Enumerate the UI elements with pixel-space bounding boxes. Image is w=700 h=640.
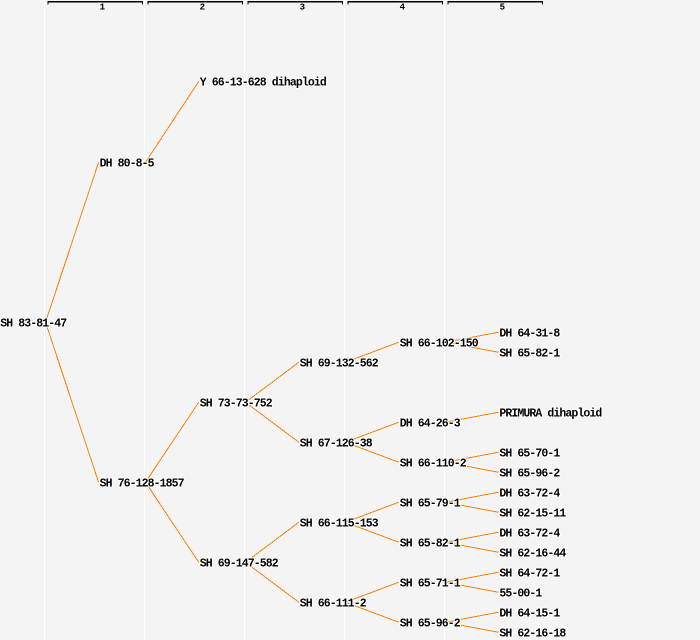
svg-text:SH 62-15-11: SH 62-15-11 — [499, 508, 566, 521]
svg-text:SH 65-71-1: SH 65-71-1 — [400, 578, 461, 591]
svg-text:SH 67-126-38: SH 67-126-38 — [300, 438, 373, 451]
svg-text:DH 64-15-1: DH 64-15-1 — [499, 608, 560, 621]
svg-text:SH 66-111-2: SH 66-111-2 — [300, 598, 367, 611]
svg-text:DH 64-26-3: DH 64-26-3 — [400, 418, 461, 431]
svg-text:DH 80-8-5: DH 80-8-5 — [100, 158, 155, 171]
svg-text:SH 66-102-150: SH 66-102-150 — [400, 338, 479, 351]
svg-text:PRIMURA dihaploid: PRIMURA dihaploid — [499, 408, 602, 421]
svg-text:2: 2 — [200, 3, 205, 13]
svg-text:SH 65-96-2: SH 65-96-2 — [499, 468, 560, 481]
svg-text:Y 66-13-628 dihaploid: Y 66-13-628 dihaploid — [200, 77, 327, 90]
svg-text:SH 64-72-1: SH 64-72-1 — [499, 568, 560, 581]
svg-text:1: 1 — [100, 3, 106, 13]
svg-text:55-00-1: 55-00-1 — [499, 588, 542, 601]
svg-text:SH 69-147-582: SH 69-147-582 — [200, 558, 279, 571]
svg-text:SH 62-16-44: SH 62-16-44 — [499, 548, 566, 561]
svg-text:DH 63-72-4: DH 63-72-4 — [499, 488, 560, 501]
svg-text:SH 69-132-562: SH 69-132-562 — [300, 358, 379, 371]
svg-text:SH 65-79-1: SH 65-79-1 — [400, 498, 461, 511]
svg-text:SH 65-96-2: SH 65-96-2 — [400, 618, 461, 631]
svg-text:5: 5 — [500, 3, 505, 13]
svg-text:4: 4 — [400, 3, 406, 13]
svg-text:SH 76-128-1857: SH 76-128-1857 — [100, 478, 185, 491]
svg-text:SH 73-73-752: SH 73-73-752 — [200, 398, 273, 411]
svg-text:DH 64-31-8: DH 64-31-8 — [499, 328, 560, 341]
svg-text:SH 65-82-1: SH 65-82-1 — [400, 538, 461, 551]
svg-text:SH 62-16-18: SH 62-16-18 — [499, 628, 566, 640]
svg-text:SH 66-115-153: SH 66-115-153 — [300, 518, 379, 531]
svg-text:3: 3 — [300, 3, 305, 13]
svg-text:DH 63-72-4: DH 63-72-4 — [499, 528, 560, 541]
svg-text:SH 66-110-2: SH 66-110-2 — [400, 458, 467, 471]
svg-text:SH 83-81-47: SH 83-81-47 — [0, 318, 67, 331]
svg-text:SH 65-70-1: SH 65-70-1 — [499, 448, 560, 461]
svg-text:SH 65-82-1: SH 65-82-1 — [499, 348, 560, 361]
